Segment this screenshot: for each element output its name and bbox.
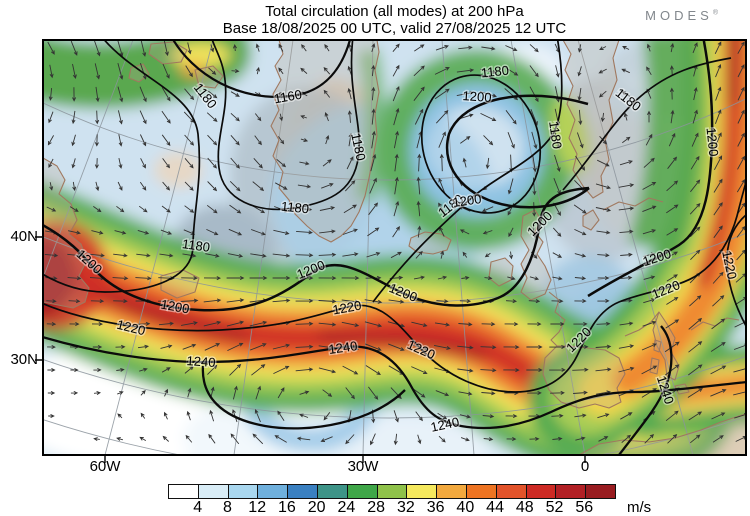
contour-label: 1200 [452,191,483,210]
contour-label: 1180 [280,199,309,217]
colorbar-cell [288,485,318,498]
axis-ticks [35,236,586,463]
contour-label: 1180 [480,63,509,81]
colorbar-cell [347,485,378,498]
contour-label: 1200 [462,88,492,105]
contour-label: 1180 [181,236,211,255]
contour-label: 1200 [160,297,191,317]
colorbar-cell [198,485,229,498]
colorbar-cell [586,485,615,498]
colorbar-tick: 8 [223,499,232,516]
colorbar-cell [556,485,587,498]
wind-arrows [44,40,746,446]
colorbar-cell [407,485,438,498]
colorbar-tick: 44 [486,499,504,516]
colorbar-tick: 56 [575,499,594,516]
colorbar-tick: 36 [426,499,445,516]
chart-title-block: Total circulation (all modes) at 200 hPa… [43,3,746,37]
x-axis-label: 0 [580,458,590,475]
colorbar [168,484,616,499]
registered-mark: ® [712,9,718,17]
colorbar-tick: 24 [337,499,356,516]
colorbar-tick: 12 [248,499,267,516]
colorbar-cell [228,485,259,498]
colorbar-cell [526,485,557,498]
colorbar-tick: 32 [396,499,415,516]
y-axis-label: 40N [10,228,38,245]
map-frame [42,39,747,456]
contour-label: 1180 [348,132,368,162]
contour-label: 1160 [273,87,303,107]
colorbar-tick: 20 [307,499,326,516]
colorbar-tick: 52 [545,499,564,516]
contour-label: 1220 [331,298,362,318]
colorbar-tick: 40 [456,499,475,516]
colorbar-tick: 16 [278,499,296,516]
colorbar-cell [317,485,348,498]
contour-label: 1240 [328,338,359,357]
contour-label: 1200 [704,127,722,157]
contour-label: 1180 [546,120,565,150]
page-title: Total circulation (all modes) at 200 hPa [265,3,524,20]
graticule [43,40,746,455]
colorbar-cell [496,485,527,498]
contour-label: 1240 [186,353,216,370]
x-axis-label: 30W [347,458,379,475]
colorbar-unit: m/s [627,499,652,516]
colorbar-cell [437,485,467,498]
colorbar-tick: 28 [367,499,386,516]
modes-logo: MODES® [645,8,718,23]
y-axis-label: 30N [10,351,38,368]
colorbar-cell [377,485,408,498]
colorbar-cell [466,485,497,498]
x-axis-label: 60W [89,458,121,475]
colorbar-cell [258,485,289,498]
colorbar-cell [169,485,199,498]
colorbar-tick: 4 [193,499,203,516]
contour-lines [43,40,746,455]
colorbar-tick: 48 [515,499,534,516]
page-subtitle: Base 18/08/2025 00 UTC, valid 27/08/2025… [222,20,567,37]
